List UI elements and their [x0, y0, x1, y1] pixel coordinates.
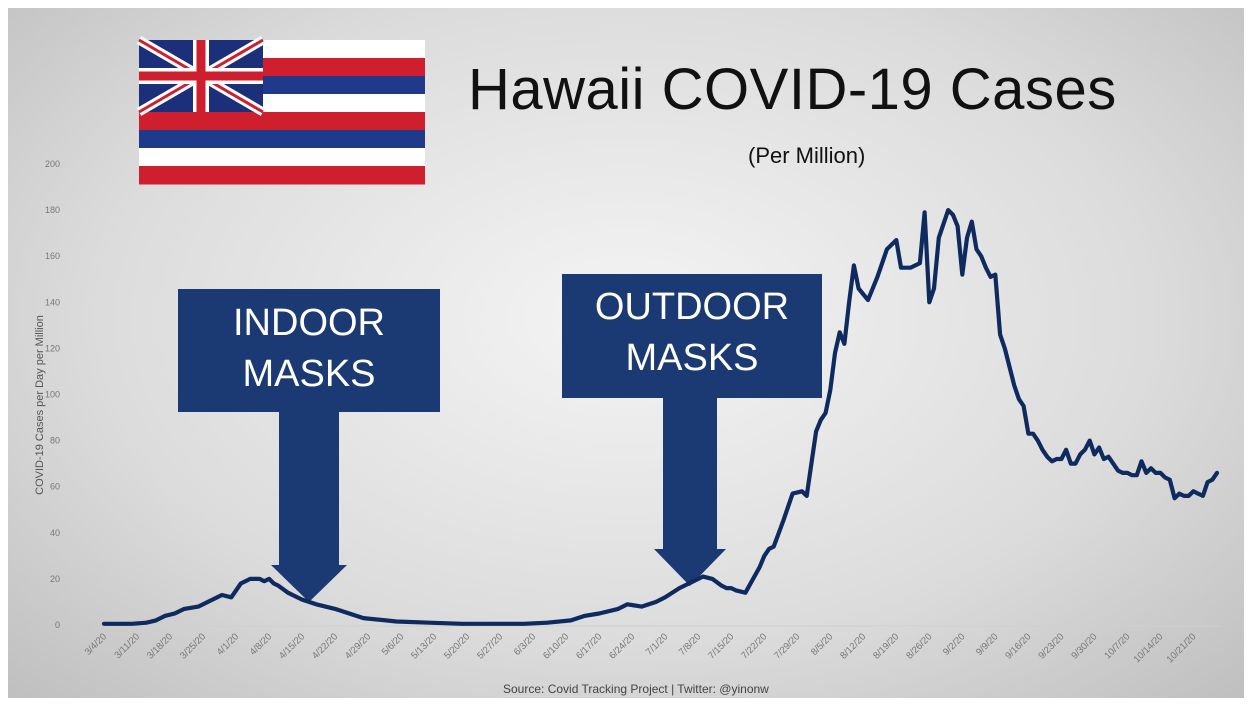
- x-tick-label: 8/12/20: [838, 631, 868, 661]
- indoor-masks-line2: MASKS: [242, 353, 376, 396]
- x-tick-label: 10/14/20: [1132, 631, 1166, 665]
- hawaii-flag: [136, 36, 425, 185]
- flag-stripe: [139, 112, 425, 131]
- x-tick-label: 7/8/20: [677, 631, 703, 657]
- x-tick-label: 8/5/20: [809, 631, 835, 657]
- x-tick-label: 9/30/20: [1069, 631, 1099, 661]
- y-tick-label: 120: [45, 343, 60, 353]
- outdoor-masks-line2: MASKS: [625, 337, 759, 380]
- y-tick-label: 80: [50, 436, 60, 446]
- callouts: [178, 274, 822, 602]
- x-tick-label: 5/27/20: [475, 631, 505, 661]
- x-tick-label: 4/1/20: [215, 631, 241, 657]
- chart-slide: 0 20 40 60 80 100 120 140 160 180 200 3/4/20 3/11/2…: [8, 8, 1244, 698]
- chart-canvas: 0 20 40 60 80 100 120 140 160 180 200 3/4/20 3/11/2…: [45, 36, 1221, 665]
- x-tick-label: 9/9/20: [974, 631, 1000, 657]
- y-tick-label: 180: [45, 205, 60, 215]
- x-tick-label: 10/21/20: [1165, 631, 1199, 665]
- y-tick-label: 100: [45, 390, 60, 400]
- x-tick-label: 9/23/20: [1036, 631, 1066, 661]
- flag-stripe: [139, 130, 425, 149]
- y-tick-label: 160: [45, 251, 60, 261]
- y-tick-label: 60: [50, 482, 60, 492]
- y-tick-label: 200: [45, 159, 60, 169]
- y-tick-label: 40: [50, 528, 60, 538]
- x-tick-label: 9/16/20: [1003, 631, 1033, 661]
- x-tick-label: 5/20/20: [442, 631, 472, 661]
- flag-cross-red: [196, 40, 206, 112]
- x-tick-label: 5/6/20: [380, 631, 406, 657]
- x-tick-label: 4/8/20: [248, 631, 274, 657]
- y-tick-label: 20: [50, 574, 60, 584]
- chart-subtitle: (Per Million): [748, 143, 866, 168]
- x-tick-label: 3/18/20: [145, 631, 175, 661]
- x-tick-label: 6/24/20: [607, 631, 637, 661]
- indoor-masks-line1: INDOOR: [233, 302, 385, 344]
- y-tick-label: 140: [45, 297, 60, 307]
- x-tick-label: 8/19/20: [871, 631, 901, 661]
- x-tick-label: 8/26/20: [904, 631, 934, 661]
- indoor-masks-arrow-stem: [279, 411, 339, 566]
- outdoor-masks-line1: OUTDOOR: [594, 286, 790, 328]
- x-tick-label: 7/29/20: [772, 631, 802, 661]
- x-tick-label: 3/4/20: [83, 631, 109, 657]
- x-tick-label: 6/17/20: [574, 631, 604, 661]
- outdoor-masks-label: OUTDOOR MASKS: [562, 282, 822, 385]
- indoor-masks-box: [178, 289, 440, 412]
- flag-stripe: [139, 166, 425, 185]
- source-credit: Source: Covid Tracking Project | Twitter…: [503, 682, 769, 696]
- x-tick-label: 7/1/20: [644, 631, 670, 657]
- x-tick-label: 7/15/20: [706, 631, 736, 661]
- x-tick-label: 4/29/20: [343, 631, 373, 661]
- outdoor-masks-arrow-stem: [663, 397, 717, 550]
- y-tick-label: 0: [55, 620, 60, 630]
- x-tick-label: 9/2/20: [941, 631, 967, 657]
- x-tick-label: 10/7/20: [1102, 631, 1132, 661]
- chart-title: Hawaii COVID-19 Cases: [468, 57, 1117, 122]
- x-tick-label: 6/3/20: [512, 631, 538, 657]
- y-axis-ticks: 0 20 40 60 80 100 120 140 160 180 200: [45, 159, 60, 630]
- outdoor-masks-box: [562, 274, 822, 398]
- x-tick-label: 6/10/20: [541, 631, 571, 661]
- y-axis-label: COVID-19 Cases per Day per Million: [34, 315, 46, 495]
- x-tick-label: 3/11/20: [112, 631, 142, 661]
- indoor-masks-arrow-head: [271, 565, 347, 602]
- flag-stripe: [139, 148, 425, 167]
- x-tick-label: 7/22/20: [739, 631, 769, 661]
- x-tick-label: 5/13/20: [409, 631, 439, 661]
- x-tick-label: 3/25/20: [178, 631, 208, 661]
- x-tick-label: 4/22/20: [310, 631, 340, 661]
- series-line-cases: [101, 208, 1220, 626]
- indoor-masks-label: INDOOR MASKS: [178, 298, 440, 401]
- outdoor-masks-arrow-head: [654, 549, 726, 586]
- x-axis-ticks: 3/4/20 3/11/20 3/18/20 3/25/20 4/1/20 4/8/20 4…: [83, 631, 1199, 665]
- x-tick-label: 4/15/20: [277, 631, 307, 661]
